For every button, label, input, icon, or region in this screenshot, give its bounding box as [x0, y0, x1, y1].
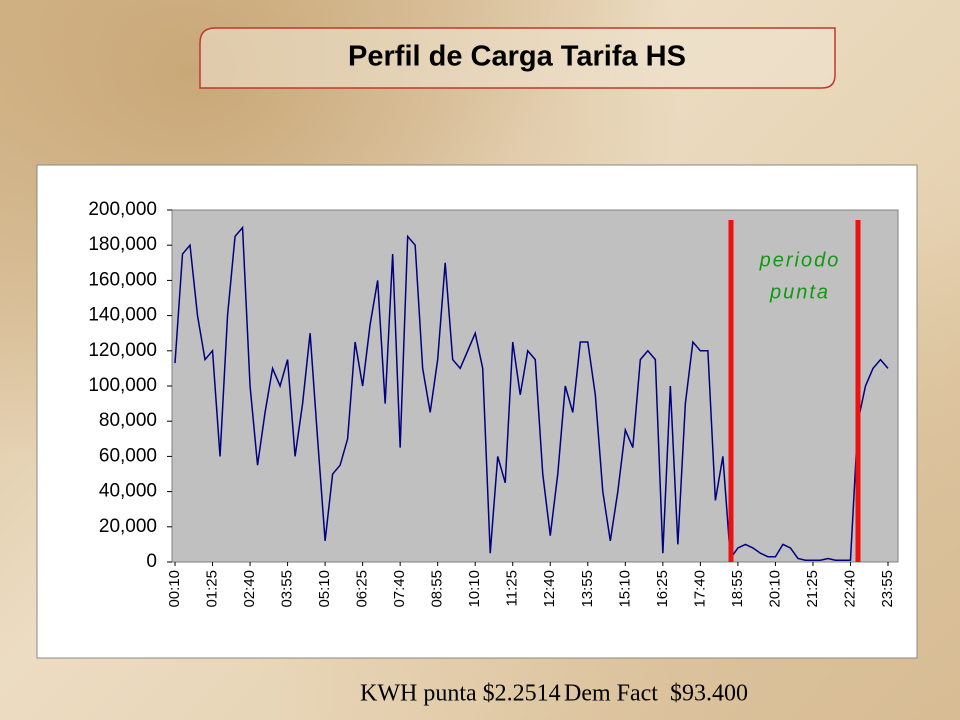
y-tick-label: 160,000 [88, 269, 157, 290]
x-tick-label: 02:40 [241, 570, 258, 608]
x-tick-label: 21:25 [804, 570, 821, 608]
x-tick-label: 00:10 [166, 570, 183, 608]
y-tick-label: 80,000 [99, 410, 157, 431]
y-tick-label: 0 [146, 551, 157, 572]
y-tick-label: 20,000 [99, 516, 157, 537]
x-tick-label: 05:10 [316, 570, 333, 608]
y-tick-label: 40,000 [99, 481, 157, 502]
x-tick-label: 08:55 [429, 570, 446, 608]
title-box [199, 27, 836, 89]
x-tick-label: 12:40 [541, 570, 558, 608]
footer-text: Dem Fact $93.400 [564, 681, 748, 707]
y-tick-label: 100,000 [88, 375, 157, 396]
plot-area [171, 209, 899, 563]
x-tick-label: 16:25 [654, 570, 671, 608]
annotation: punta [769, 281, 830, 303]
x-tick-label: 11:25 [504, 570, 521, 606]
footer-text: KWH punta $2.2514 [360, 681, 561, 707]
x-tick-label: 06:25 [354, 570, 371, 608]
x-tick-label: 20:10 [766, 570, 783, 608]
annotation: periodo [759, 249, 841, 271]
line-series [174, 225, 889, 561]
x-tick-label: 18:55 [729, 570, 746, 608]
x-tick-label: 07:40 [391, 570, 408, 608]
x-tick-label: 01:25 [203, 570, 220, 608]
y-tick-label: 120,000 [88, 340, 157, 361]
x-tick-label: 17:40 [691, 570, 708, 608]
x-tick-label: 10:10 [466, 570, 483, 608]
x-tick-label: 22:40 [841, 570, 858, 608]
y-tick-label: 200,000 [88, 199, 157, 220]
x-tick-label: 23:55 [879, 570, 896, 608]
x-tick-label: 13:55 [579, 570, 596, 608]
y-tick-label: 60,000 [99, 445, 157, 466]
y-tick-label: 180,000 [88, 234, 157, 255]
x-tick-label: 03:55 [279, 570, 296, 608]
x-tick-label: 15:10 [616, 570, 633, 608]
title: Perfil de Carga Tarifa HS [348, 41, 686, 73]
y-tick-label: 140,000 [88, 305, 157, 326]
